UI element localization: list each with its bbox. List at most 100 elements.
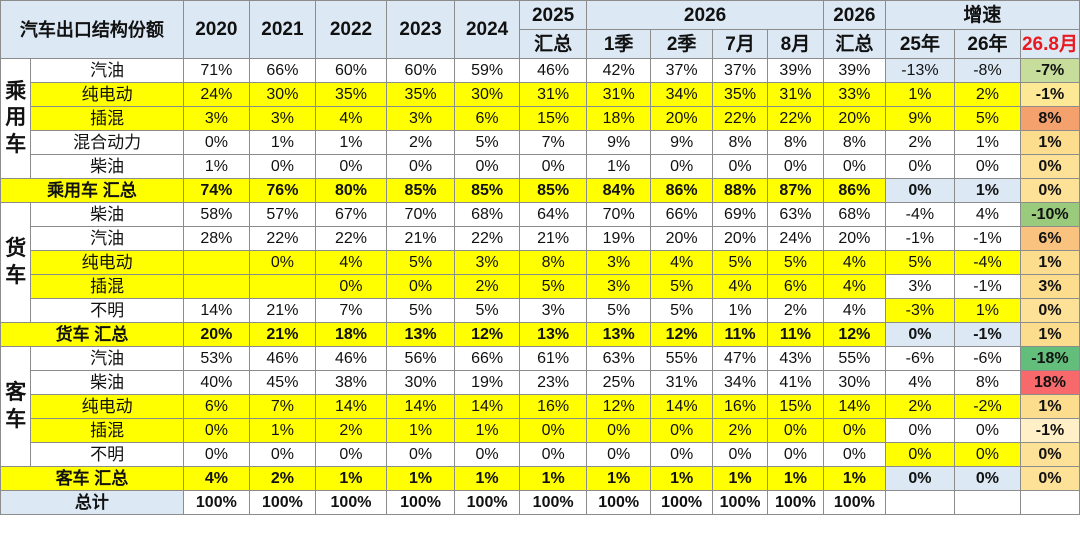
value-cell: -2% [953, 394, 1021, 419]
value-cell: 0% [1019, 442, 1080, 467]
value-cell: 46% [519, 58, 588, 83]
value-cell: 2% [766, 298, 824, 323]
value-cell: 16% [519, 394, 588, 419]
col-growth-25: 25年 [884, 29, 955, 59]
value-cell: 6% [1019, 226, 1080, 251]
value-cell: 67% [314, 202, 388, 227]
value-cell [1019, 490, 1080, 515]
value-cell: 63% [586, 346, 652, 371]
col-2025-sum: 汇总 [519, 29, 588, 59]
value-cell: 3% [586, 274, 652, 299]
subtotal-label: 乘用车 汇总 [0, 178, 184, 203]
value-cell: 12% [822, 322, 886, 347]
value-cell: 41% [766, 370, 824, 395]
table-row: 柴油 40% 45% 38% 30% 19% 23% 25% 31% 34% 41% 30% 4% 8% 1… [1, 370, 1080, 395]
row-label: 混合动力 [30, 130, 184, 155]
value-cell: 5% [386, 250, 456, 275]
value-cell: 0% [884, 442, 955, 467]
value-cell: 39% [822, 58, 886, 83]
value-cell [953, 490, 1021, 515]
value-cell: 40% [182, 370, 250, 395]
value-cell: 7% [314, 298, 388, 323]
value-cell: 25% [586, 370, 652, 395]
value-cell: 8% [953, 370, 1021, 395]
value-cell: 4% [182, 466, 250, 491]
value-cell: 30% [822, 370, 886, 395]
value-cell: 64% [519, 202, 588, 227]
value-cell: 61% [519, 346, 588, 371]
col-2026-sum-year: 2026 [822, 0, 886, 30]
value-cell: 1% [766, 466, 824, 491]
value-cell: 4% [822, 250, 886, 275]
value-cell: 8% [1019, 106, 1080, 131]
table-row: 插混 0% 0% 2% 5% 3% 5% 4% 6% 4% 3% -1% 3% [1, 274, 1080, 299]
value-cell [248, 274, 316, 299]
value-cell: 71% [182, 58, 250, 83]
group-label-truck: 货 车 [0, 202, 32, 323]
col-growth-group: 增速 [884, 0, 1080, 30]
value-cell: 42% [586, 58, 652, 83]
value-cell: 5% [386, 298, 456, 323]
value-cell: 57% [248, 202, 316, 227]
col-growth-26: 26年 [953, 29, 1021, 59]
value-cell: 1% [454, 418, 521, 443]
table-row: 纯电动 24% 30% 35% 35% 30% 31% 31% 34% 35% 31% 33% 1% 2%… [1, 82, 1080, 107]
value-cell: 0% [386, 154, 456, 179]
subtotal-label: 货车 汇总 [0, 322, 184, 347]
row-label: 不明 [30, 298, 184, 323]
value-cell: 0% [1019, 178, 1080, 203]
value-cell: 45% [248, 370, 316, 395]
row-label: 柴油 [30, 202, 184, 227]
col-2022: 2022 [314, 0, 388, 59]
value-cell: 8% [712, 130, 768, 155]
value-cell: 24% [766, 226, 824, 251]
row-label: 插混 [30, 106, 184, 131]
value-cell: 7% [248, 394, 316, 419]
value-cell: 1% [712, 298, 768, 323]
table-row: 乘用车 汇总 74% 76% 80% 85% 85% 85% 84% 86% 88% 87% 86% 0… [0, 178, 1080, 203]
value-cell: 9% [650, 130, 714, 155]
value-cell: 5% [884, 250, 955, 275]
value-cell: 18% [1019, 370, 1080, 395]
export-share-table: 汽车出口结构份额 2020 2021 2022 2023 2024 2025 2… [0, 0, 1080, 515]
value-cell: 0% [650, 154, 714, 179]
row-label: 汽油 [30, 346, 184, 371]
value-cell: 59% [454, 58, 521, 83]
value-cell: 8% [822, 130, 886, 155]
row-label: 不明 [30, 442, 184, 467]
value-cell: 1% [1019, 322, 1080, 347]
table-row: 乘 用 车汽油 71% 66% 60% 60% 59% 46% 42% 37% 37% 39% 39%… [0, 58, 1080, 179]
table-row: 客 车汽油 53% 46% 46% 56% 66% 61% 63% 55% 47% 43% 55% -6… [0, 346, 1080, 467]
value-cell: 13% [519, 322, 588, 347]
value-cell: 3% [454, 250, 521, 275]
value-cell: 0% [1019, 466, 1080, 491]
row-label: 插混 [30, 418, 184, 443]
header-row-2: 汇总 1季 2季 7月 8月 汇总 25年 26年 26.8月 [1, 29, 1080, 59]
value-cell: 86% [650, 178, 714, 203]
value-cell: 85% [519, 178, 588, 203]
value-cell: -6% [884, 346, 955, 371]
value-cell: 4% [650, 250, 714, 275]
value-cell: 31% [650, 370, 714, 395]
col-m8: 8月 [766, 29, 824, 59]
value-cell: 37% [650, 58, 714, 83]
value-cell: 3% [1019, 274, 1080, 299]
value-cell: 22% [314, 226, 388, 251]
col-2020: 2020 [182, 0, 250, 59]
table-row: 货车 汇总 20% 21% 18% 13% 12% 13% 13% 12% 11% 11% 12% 0%… [0, 322, 1080, 347]
value-cell: -6% [953, 346, 1021, 371]
value-cell: 2% [953, 82, 1021, 107]
header-row-1: 汽车出口结构份额 2020 2021 2022 2023 2024 2025 2… [0, 0, 1080, 59]
table-row: 插混 0% 1% 2% 1% 1% 0% 0% 0% 2% 0% 0% 0% 0% -1% [1, 418, 1080, 443]
value-cell: 15% [766, 394, 824, 419]
value-cell: 0% [953, 418, 1021, 443]
value-cell: 3% [248, 106, 316, 131]
value-cell: 4% [953, 202, 1021, 227]
value-cell: -1% [953, 226, 1021, 251]
value-cell: 3% [519, 298, 588, 323]
value-cell: 100% [586, 490, 652, 515]
value-cell: 11% [712, 322, 768, 347]
value-cell: 2% [248, 466, 316, 491]
value-cell: 100% [314, 490, 388, 515]
value-cell: 100% [182, 490, 250, 515]
